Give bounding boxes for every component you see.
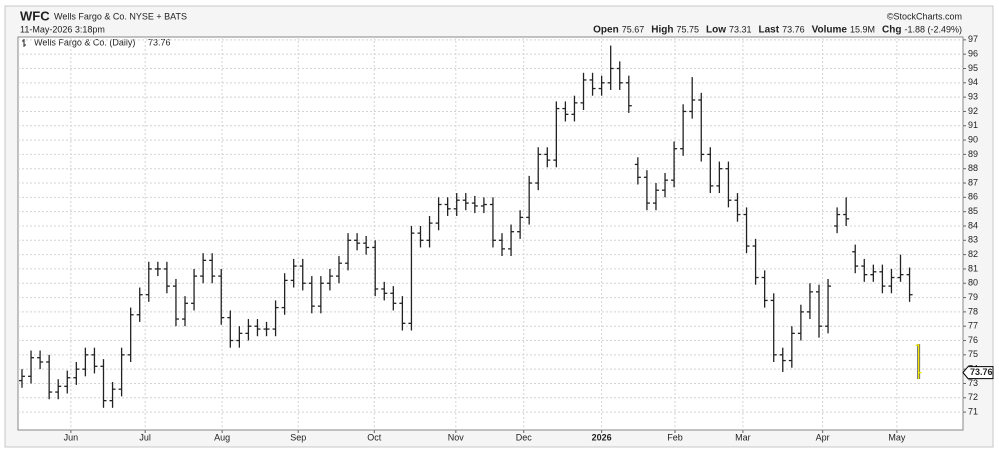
x-tick-label: Mar	[735, 432, 751, 442]
quote-value: 73.76	[782, 24, 805, 34]
company-name: Wells Fargo & Co. NYSE + BATS	[54, 11, 187, 21]
y-tick-label: 77	[968, 321, 978, 331]
y-tick-label: 92	[968, 106, 978, 116]
y-tick-label: 73	[968, 378, 978, 388]
x-tick-label: Nov	[448, 432, 465, 442]
symbol: WFC	[20, 8, 50, 23]
legend-name: Wells Fargo & Co. (Daily)	[34, 37, 135, 47]
x-tick-label: Sep	[290, 432, 306, 442]
y-tick-label: 80	[968, 278, 978, 288]
y-tick-label: 97	[968, 34, 978, 44]
y-tick-label: 71	[968, 406, 978, 416]
x-tick-label: Aug	[214, 432, 230, 442]
last-price-tag	[962, 366, 994, 380]
quote-label: Open	[593, 25, 619, 36]
y-tick-label: 87	[968, 177, 978, 187]
y-tick-label: 72	[968, 392, 978, 402]
quote-label: High	[651, 25, 673, 36]
quote-value: 15.9M	[850, 24, 875, 34]
x-tick-label: Jun	[64, 432, 79, 442]
x-tick-label: Feb	[667, 432, 683, 442]
x-tick-label: Oct	[367, 432, 382, 442]
y-tick-label: 85	[968, 206, 978, 216]
x-tick-label: 2026	[592, 432, 612, 442]
date: 11-May-2026 3:18pm	[20, 24, 105, 34]
y-tick-label: 81	[968, 263, 978, 273]
y-tick-label: 75	[968, 349, 978, 359]
quote-value: 73.31	[729, 24, 752, 34]
y-tick-label: 89	[968, 149, 978, 159]
y-tick-label: 94	[968, 77, 978, 87]
quote-label: Last	[759, 25, 780, 36]
y-tick-label: 76	[968, 335, 978, 345]
y-tick-label: 79	[968, 292, 978, 302]
x-tick-label: Jul	[139, 432, 151, 442]
plot-area	[17, 36, 964, 431]
y-tick-label: 88	[968, 163, 978, 173]
quote-label: Chg	[882, 25, 901, 36]
x-tick-label: May	[888, 432, 906, 442]
y-tick-label: 93	[968, 92, 978, 102]
quote-value: 75.75	[676, 24, 699, 34]
y-tick-label: 95	[968, 63, 978, 73]
legend-last: 73.76	[148, 37, 171, 47]
y-tick-label: 90	[968, 134, 978, 144]
y-tick-label: 86	[968, 192, 978, 202]
quote-value: 75.67	[622, 24, 645, 34]
x-tick-label: Apr	[816, 432, 830, 442]
y-tick-label: 83	[968, 235, 978, 245]
copyright: ©StockCharts.com	[887, 11, 962, 21]
legend-icon	[22, 39, 26, 47]
quote-value: -1.88 (-2.49%)	[904, 24, 962, 34]
x-tick-label: Dec	[516, 432, 533, 442]
y-tick-label: 96	[968, 49, 978, 59]
quote-label: Volume	[812, 25, 848, 36]
quote-label: Low	[706, 25, 726, 36]
y-tick-label: 84	[968, 220, 978, 230]
y-tick-label: 91	[968, 120, 978, 130]
y-tick-label: 82	[968, 249, 978, 259]
y-tick-label: 78	[968, 306, 978, 316]
last-price-label: 73.76	[970, 367, 993, 377]
